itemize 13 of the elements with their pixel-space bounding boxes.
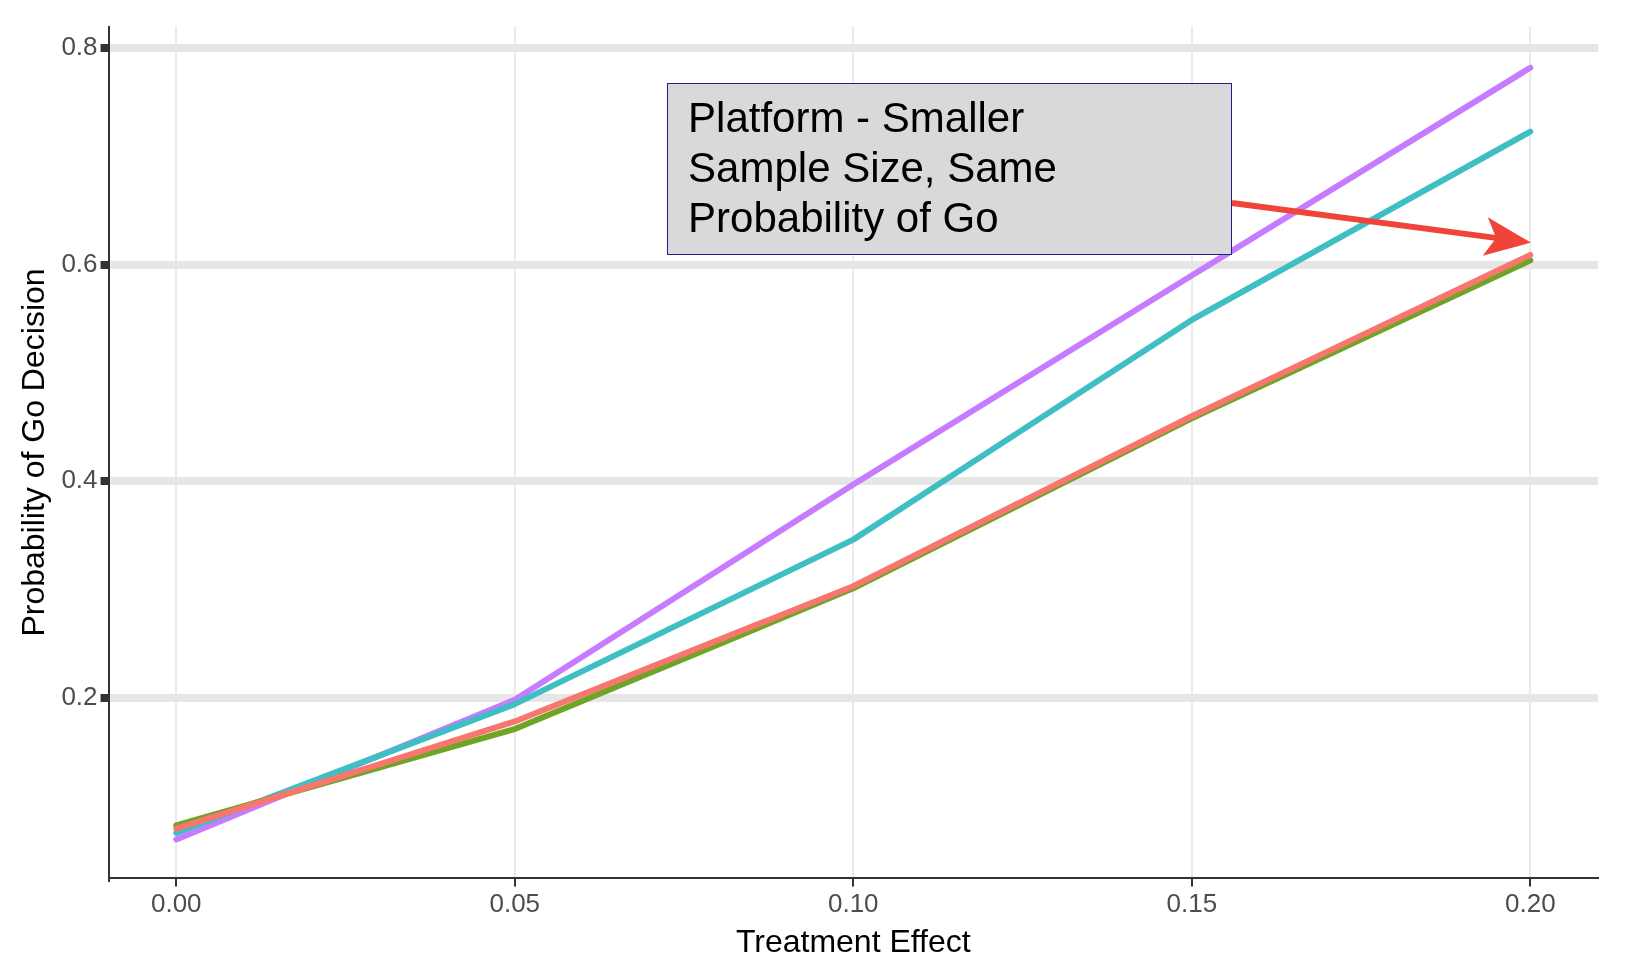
x-tick-label: 0.20 — [1504, 888, 1556, 919]
x-axis-title: Treatment Effect — [735, 922, 971, 959]
y-axis-title: Probability of Go Decision — [15, 268, 52, 637]
x-tick-label: 0.00 — [150, 888, 202, 919]
note-box: Platform - Smaller Sample Size, Same Probability of Go — [667, 82, 1233, 255]
x-tick-label: 0.10 — [827, 888, 879, 919]
y-tick-label: 0.2 — [61, 680, 98, 711]
annotation: Platform - Smaller Sample Size, Same Probability of Go — [688, 92, 1058, 243]
x-tick-label: 0.05 — [489, 888, 541, 919]
y-tick-label: 0.4 — [61, 464, 98, 495]
x-tick-label: 0.15 — [1166, 888, 1218, 919]
y-tick-label: 0.8 — [61, 31, 98, 62]
y-tick-label: 0.6 — [61, 247, 98, 278]
